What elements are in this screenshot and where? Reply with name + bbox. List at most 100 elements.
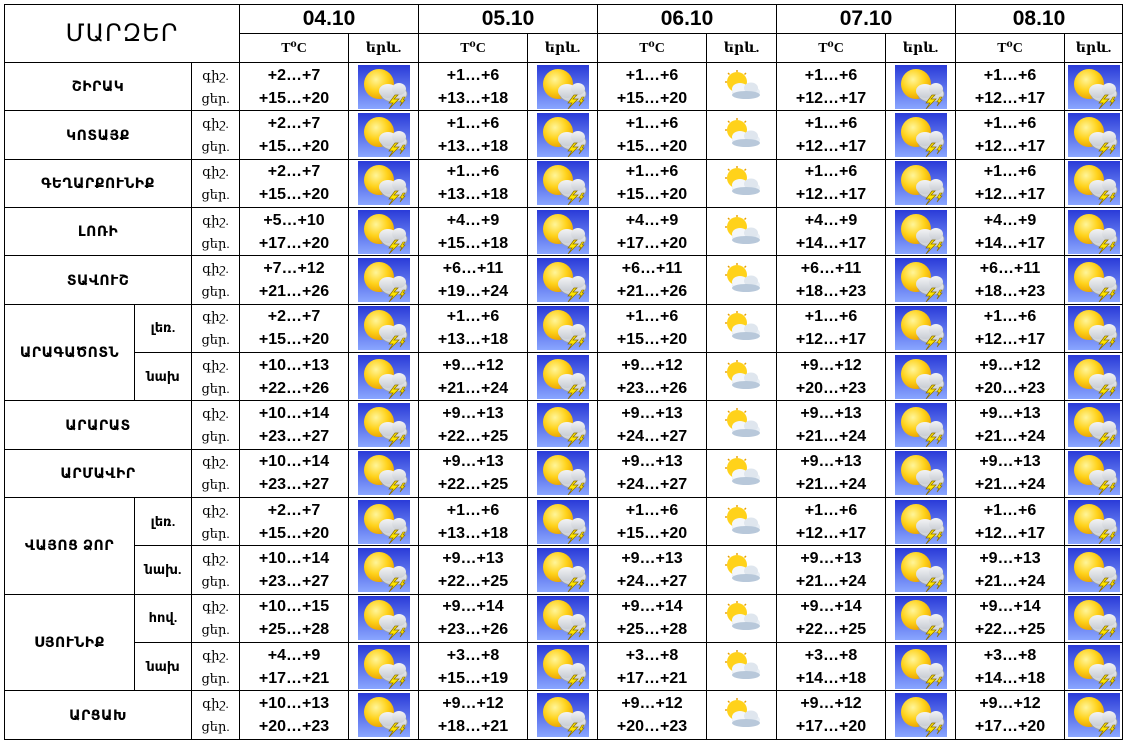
day-temperature: +15…+20 — [616, 89, 688, 107]
temperature-cell: +9…+13 +22…+25 — [418, 448, 529, 499]
date-header: 08.10 — [955, 4, 1124, 34]
day-temperature: +15…+20 — [616, 524, 688, 542]
night-temperature: +1…+6 — [625, 115, 679, 133]
day-temperature: +12…+17 — [795, 89, 867, 107]
sun-thunderstorm-icon — [1064, 61, 1124, 112]
night-temperature: +1…+6 — [446, 163, 500, 181]
day-label: ցեր. — [201, 574, 230, 590]
day-temperature: +15…+20 — [616, 331, 688, 349]
day-temperature: +21…+24 — [795, 573, 867, 591]
time-of-day-labels: գիշ. ցեր. — [190, 497, 241, 547]
night-temperature: +1…+6 — [446, 501, 500, 519]
region-row: նախ գիշ. ցեր. +10…+13 +22…+26 +9…+12 +21…+24 +9… — [5, 352, 1124, 402]
day-temperature: +15…+19 — [437, 669, 509, 687]
sun-thunderstorm-icon — [885, 61, 957, 112]
night-temperature: +6…+11 — [442, 260, 504, 278]
sun-thunderstorm-icon — [527, 61, 599, 112]
day-temperature: +17…+20 — [795, 718, 867, 736]
partly-cloudy-icon — [706, 400, 778, 450]
day-temperature: +21…+24 — [974, 428, 1046, 446]
sun-thunderstorm-icon — [885, 158, 957, 209]
temperature-cell: +4…+9 +15…+18 — [418, 207, 529, 257]
temperature-cell: +9…+13 +24…+27 — [597, 545, 708, 595]
region-name: ԼՈՌԻ — [4, 207, 192, 257]
day-temperature: +12…+17 — [974, 89, 1046, 107]
day-temperature: +23…+27 — [258, 476, 330, 494]
sun-thunderstorm-icon — [1064, 545, 1124, 595]
night-temperature: +10…+15 — [258, 598, 330, 616]
temperature-cell: +9…+12 +20…+23 — [597, 690, 708, 740]
sun-thunderstorm-icon — [348, 642, 420, 692]
night-temperature: +7…+12 — [263, 260, 325, 278]
night-temperature: +9…+13 — [442, 405, 504, 423]
night-temperature: +1…+6 — [625, 308, 679, 326]
region-name: ՎԱՅՈՑ ՁՈՐ — [4, 497, 135, 595]
day-temperature: +12…+17 — [974, 138, 1046, 156]
forecast-table: ՄԱՐԶԵՐ 04.10 05.10 06.10 07.10 08.10 T⁰C երև. T⁰… — [3, 4, 1124, 740]
night-temperature: +1…+6 — [625, 501, 679, 519]
day-temperature: +22…+25 — [437, 428, 509, 446]
day-label: ցեր. — [201, 670, 230, 686]
temperature-cell: +9…+12 +20…+23 — [776, 352, 887, 402]
temperature-cell: +10…+13 +20…+23 — [239, 690, 350, 740]
temperature-cell: +2…+7 +15…+20 — [239, 110, 350, 160]
sun-thunderstorm-icon — [885, 352, 957, 402]
night-temperature: +1…+6 — [625, 163, 679, 181]
temperature-cell: +9…+13 +24…+27 — [597, 400, 708, 450]
sun-thunderstorm-icon — [1064, 352, 1124, 402]
region-name: ԱՐԱԳԱԾՈՏՆ — [4, 303, 135, 402]
sun-thunderstorm-icon — [885, 303, 957, 354]
partly-cloudy-icon — [706, 593, 778, 644]
region-row: ՇԻՐԱԿ գիշ. ցեր. +2…+7 +15…+20 +1…+6 +13…+18 +1…… — [4, 61, 1124, 112]
sun-thunderstorm-icon — [348, 207, 420, 257]
temperature-cell: +9…+13 +21…+24 — [776, 448, 887, 499]
date-header: 07.10 — [776, 4, 957, 34]
night-label: գիշ. — [202, 261, 229, 277]
temperature-column-header: T⁰C — [955, 33, 1066, 63]
day-temperature: +14…+18 — [974, 669, 1046, 687]
day-temperature: +13…+18 — [437, 138, 509, 156]
day-label: ցեր. — [201, 90, 230, 106]
night-label: գիշ. — [202, 67, 229, 83]
night-temperature: +9…+13 — [442, 453, 504, 471]
weather-column-header: երև. — [348, 33, 420, 63]
day-temperature: +12…+17 — [974, 186, 1046, 204]
sun-thunderstorm-icon — [885, 255, 957, 305]
partly-cloudy-icon — [706, 642, 778, 692]
night-temperature: +9…+13 — [979, 550, 1041, 568]
regions-header: ՄԱՐԶԵՐ — [3, 4, 241, 63]
temperature-cell: +1…+6 +15…+20 — [597, 61, 708, 112]
day-temperature: +15…+20 — [258, 186, 330, 204]
region-row: ԼՈՌԻ գիշ. ցեր. +5…+10 +17…+20 +4…+9 +15…+18 +4…… — [4, 207, 1124, 257]
night-label: գիշ. — [202, 116, 229, 132]
sun-thunderstorm-icon — [348, 690, 420, 740]
night-temperature: +5…+10 — [263, 211, 325, 229]
zone-label: նախ. — [134, 545, 192, 595]
night-temperature: +4…+9 — [983, 211, 1037, 229]
day-temperature: +22…+25 — [437, 476, 509, 494]
night-temperature: +9…+14 — [442, 598, 504, 616]
time-of-day-labels: գիշ. ցեր. — [190, 352, 241, 402]
temperature-cell: +9…+13 +21…+24 — [776, 545, 887, 595]
sun-thunderstorm-icon — [527, 448, 599, 499]
sun-thunderstorm-icon — [348, 400, 420, 450]
night-temperature: +3…+8 — [625, 646, 679, 664]
day-temperature: +13…+18 — [437, 524, 509, 542]
day-temperature: +12…+17 — [795, 331, 867, 349]
region-name: ԱՐԱՐԱՏ — [4, 400, 192, 450]
night-temperature: +1…+6 — [804, 163, 858, 181]
temperature-cell: +6…+11 +19…+24 — [418, 255, 529, 305]
temperature-cell: +1…+6 +13…+18 — [418, 303, 529, 354]
sun-thunderstorm-icon — [1064, 207, 1124, 257]
temperature-cell: +4…+9 +17…+21 — [239, 642, 350, 692]
night-label: գիշ. — [202, 164, 229, 180]
day-temperature: +17…+20 — [258, 234, 330, 252]
day-temperature: +21…+24 — [795, 476, 867, 494]
sun-thunderstorm-icon — [348, 255, 420, 305]
temperature-cell: +2…+7 +15…+20 — [239, 61, 350, 112]
night-temperature: +2…+7 — [267, 115, 321, 133]
day-temperature: +15…+20 — [258, 331, 330, 349]
day-label: ցեր. — [201, 139, 230, 155]
sun-thunderstorm-icon — [1064, 400, 1124, 450]
temperature-cell: +4…+9 +14…+17 — [955, 207, 1066, 257]
